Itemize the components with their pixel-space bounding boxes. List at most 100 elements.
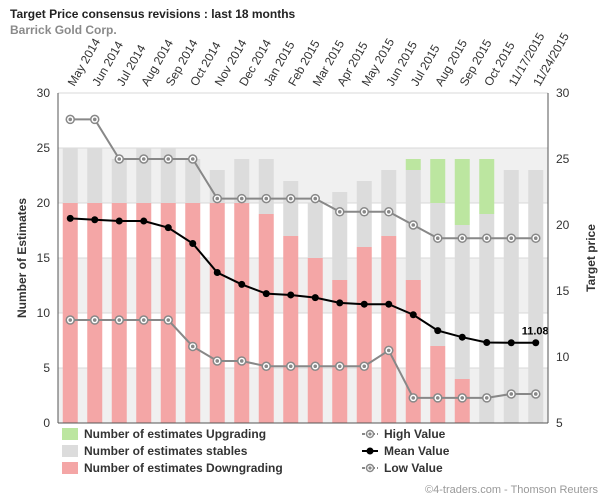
high-value-point-core <box>92 117 97 122</box>
high-value-point-core <box>509 236 514 240</box>
bar-stables <box>307 203 323 258</box>
bar-stables <box>381 170 397 236</box>
bar-downgrading <box>258 214 274 423</box>
low-value-point-core <box>509 392 514 396</box>
right-tick-label: 30 <box>556 86 570 100</box>
mean-value-point <box>287 291 295 299</box>
low-value-point-core <box>288 364 293 369</box>
left-tick-label: 0 <box>43 416 50 430</box>
plot-band <box>58 258 548 313</box>
low-value-point-core <box>386 348 391 353</box>
plot-band <box>58 203 548 258</box>
chart-title: Target Price consensus revisions : last … <box>10 7 296 21</box>
bar-stables <box>111 159 127 203</box>
low-value-point-core <box>264 364 269 369</box>
mean-value-point <box>213 269 221 277</box>
legend-label: Number of estimates Downgrading <box>84 461 283 475</box>
bar-stables <box>185 159 201 203</box>
high-value-point-core <box>68 117 73 122</box>
high-value-point-core <box>435 236 440 240</box>
bar-downgrading <box>87 203 103 423</box>
low-value-point-core <box>117 318 122 322</box>
high-value-point-core <box>484 236 489 240</box>
bar-upgrading <box>430 159 446 203</box>
high-value-point-core <box>288 196 293 201</box>
bar-stables <box>454 225 470 379</box>
right-tick-label: 25 <box>556 152 570 166</box>
low-value-point-core <box>337 364 342 369</box>
mean-value-point <box>458 333 466 341</box>
low-value-point-core <box>68 318 73 322</box>
right-tick-label: 10 <box>556 350 570 364</box>
mean-value-point <box>360 300 368 308</box>
legend-swatch <box>62 462 78 474</box>
left-tick-label: 20 <box>37 196 51 210</box>
bar-stables <box>283 181 299 236</box>
chart-subtitle: Barrick Gold Corp. <box>10 23 117 37</box>
mean-value-point <box>336 299 344 307</box>
bar-stables <box>234 159 250 203</box>
low-value-point-core <box>411 396 416 400</box>
bar-upgrading <box>405 159 421 170</box>
low-value-point-core <box>215 359 220 363</box>
low-value-point-core <box>435 396 440 400</box>
low-value-point-core <box>190 344 195 349</box>
bar-downgrading <box>381 236 397 423</box>
legend-label: Mean Value <box>384 444 450 458</box>
mean-value-line <box>70 217 536 344</box>
bar-downgrading <box>136 203 152 423</box>
right-tick-label: 5 <box>556 416 563 430</box>
low-value-point-core <box>239 359 244 363</box>
mean-value-point <box>140 217 148 225</box>
bar-stables <box>87 148 103 203</box>
high-value-point-core <box>362 210 367 214</box>
plot-band <box>58 148 548 203</box>
left-tick-label: 10 <box>37 306 51 320</box>
bar-upgrading <box>479 159 495 214</box>
plot-band <box>58 368 548 423</box>
mean-value-point <box>164 224 172 232</box>
low-value-point-core <box>484 396 489 400</box>
bar-stables <box>503 170 519 423</box>
mean-value-point <box>262 290 270 298</box>
mean-value-label: 11.08 <box>522 326 549 338</box>
bar-downgrading <box>111 203 127 423</box>
bar-stables <box>479 214 495 423</box>
bar-stables <box>528 170 544 423</box>
high-value-point-core <box>313 196 318 201</box>
mean-value-point <box>532 339 540 347</box>
legend-label: Low Value <box>384 461 443 475</box>
bar-stables <box>332 192 348 280</box>
bar-downgrading <box>185 203 201 423</box>
bar-downgrading <box>283 236 299 423</box>
legend-label: Number of estimates Upgrading <box>84 427 266 441</box>
mean-value-point <box>189 239 197 247</box>
legend-marker-core <box>368 432 372 436</box>
bar-downgrading <box>307 258 323 423</box>
right-axis-title: Target price <box>584 224 598 292</box>
bar-downgrading <box>430 346 446 423</box>
low-value-point-core <box>141 318 146 322</box>
mean-value-point <box>66 214 74 222</box>
legend-swatch <box>62 428 78 440</box>
bar-downgrading <box>62 203 78 423</box>
high-value-point-core <box>411 223 416 227</box>
mean-value-point <box>409 311 417 319</box>
mean-value-point <box>507 339 515 347</box>
bar-downgrading <box>209 203 225 423</box>
legend-marker <box>366 447 374 455</box>
mean-value-point <box>238 280 246 288</box>
left-tick-label: 15 <box>37 251 51 265</box>
bar-downgrading <box>234 203 250 423</box>
right-tick-label: 20 <box>556 218 570 232</box>
left-tick-label: 30 <box>37 86 51 100</box>
bar-upgrading <box>454 159 470 225</box>
low-value-point-core <box>166 318 171 322</box>
low-value-point-core <box>533 392 538 396</box>
low-value-point-core <box>313 364 318 369</box>
bar-stables <box>209 170 225 203</box>
high-value-point-core <box>386 210 391 214</box>
high-value-point-core <box>166 157 171 161</box>
bar-stables <box>430 203 446 346</box>
